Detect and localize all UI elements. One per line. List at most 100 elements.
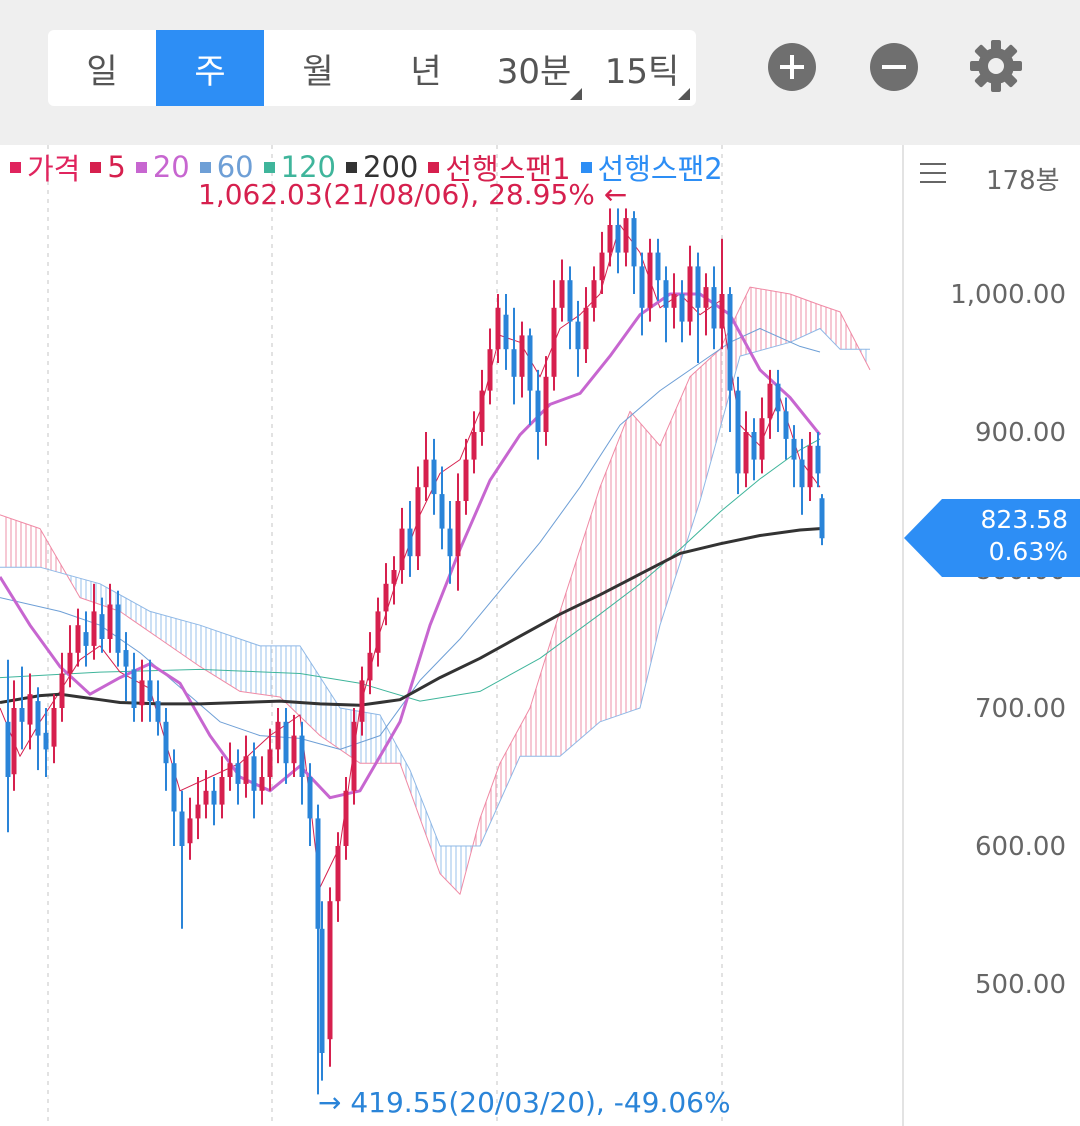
candle-body: [775, 383, 781, 412]
candle-body: [663, 280, 669, 308]
candle-body: [375, 611, 381, 653]
candle-body: [455, 501, 461, 557]
candle-body: [5, 721, 11, 777]
candle-body: [687, 266, 693, 322]
candle-body: [567, 280, 573, 322]
candle-body: [67, 652, 73, 674]
candle-body: [543, 376, 549, 432]
price-tag-shape: [904, 499, 1080, 577]
candle-body: [679, 294, 685, 322]
candle-body: [759, 418, 765, 460]
gear-icon[interactable]: [968, 38, 1024, 94]
candle-body: [471, 432, 477, 460]
candle-body: [107, 604, 113, 639]
candle-body: [203, 790, 209, 805]
candle-body: [583, 307, 589, 350]
candle-body: [415, 487, 421, 557]
period-year-button[interactable]: 년: [410, 51, 442, 92]
candle-body: [19, 708, 25, 722]
candle-body: [147, 680, 153, 702]
candle-body: [195, 804, 201, 819]
leading-span1-line: [0, 286, 871, 895]
candle-body: [319, 928, 325, 1053]
candle-body: [575, 321, 581, 350]
candle-body: [155, 701, 161, 722]
candle-body: [227, 763, 233, 777]
period-day-button[interactable]: 일: [86, 51, 118, 92]
candle-body: [399, 528, 405, 570]
candle-body: [519, 335, 525, 377]
candle-body: [647, 252, 653, 308]
candle-body: [423, 459, 429, 488]
legend-swatch: [346, 161, 357, 173]
candle-body: [343, 790, 349, 846]
candle-body: [799, 459, 805, 488]
legend-swatch: [263, 161, 275, 173]
legend-swatch: [580, 161, 592, 173]
candle-body: [639, 266, 645, 308]
y-tick-label: 600.00: [975, 832, 1066, 862]
candle-body: [163, 721, 169, 764]
candle-body: [439, 494, 445, 529]
candle-body: [315, 818, 321, 929]
candle-body: [735, 390, 741, 474]
candle-body: [703, 287, 709, 308]
period-tick-dropdown[interactable]: 15틱: [588, 30, 696, 106]
legend-item: 5: [90, 150, 126, 184]
legend-label: 5: [107, 150, 126, 184]
candle-body: [591, 280, 597, 308]
legend-item: 가격: [10, 146, 80, 188]
legend-item: 120: [263, 150, 336, 184]
period-minute-dropdown[interactable]: 30분: [480, 30, 588, 106]
candle-body: [479, 390, 485, 432]
ma200-line: [0, 527, 821, 707]
legend-swatch: [428, 161, 440, 173]
candle-body: [351, 721, 357, 791]
legend-swatch: [199, 161, 211, 173]
candle-body: [243, 756, 249, 784]
period-week-button[interactable]: 주: [156, 30, 264, 106]
candle-body: [291, 735, 297, 764]
legend-item: 선행스팬1: [428, 146, 571, 188]
candle-body: [383, 583, 389, 612]
legend-label: 60: [216, 150, 254, 184]
legend-item: 60: [199, 150, 254, 184]
current-price-value: 823.58: [980, 505, 1068, 534]
legend-label: 200: [363, 150, 419, 184]
candle-body: [139, 680, 145, 706]
candle-body: [495, 307, 501, 350]
candle-body: [327, 901, 333, 1040]
candle-body: [251, 756, 257, 791]
candle-body: [767, 383, 773, 419]
candle-body: [527, 335, 533, 391]
candle-body: [43, 732, 49, 750]
candle-body: [35, 701, 41, 736]
period-month-button[interactable]: 월: [302, 51, 334, 92]
candle-body: [751, 432, 757, 460]
legend-item: 20: [135, 150, 190, 184]
y-tick-label: 500.00: [975, 970, 1066, 1000]
toolbar: 일 주 월 년 30분 15틱: [0, 0, 1080, 145]
bar-count-label: 178봉: [986, 166, 1060, 196]
dropdown-corner-icon: [570, 88, 582, 100]
low-annotation: → 419.55(20/03/20), -49.06%: [318, 1086, 731, 1119]
candle-body: [391, 570, 397, 584]
candle-body: [487, 349, 493, 391]
y-tick-label: 700.00: [975, 694, 1066, 724]
candle-body: [407, 528, 413, 557]
y-tick-label: 1,000.00: [950, 280, 1066, 310]
candle-body: [783, 411, 789, 439]
candle-body: [631, 218, 637, 267]
minus-circle-icon[interactable]: [870, 43, 918, 91]
plus-circle-icon[interactable]: [768, 43, 816, 91]
candle-body: [727, 294, 733, 391]
menu-icon[interactable]: [920, 163, 946, 185]
period-tick-label: 15틱: [604, 51, 680, 92]
legend-label: 선행스팬2: [597, 152, 723, 186]
dropdown-corner-icon: [678, 88, 690, 100]
candle-body: [51, 708, 57, 747]
leading-span2-line: [0, 328, 870, 847]
candle-body: [235, 763, 241, 784]
